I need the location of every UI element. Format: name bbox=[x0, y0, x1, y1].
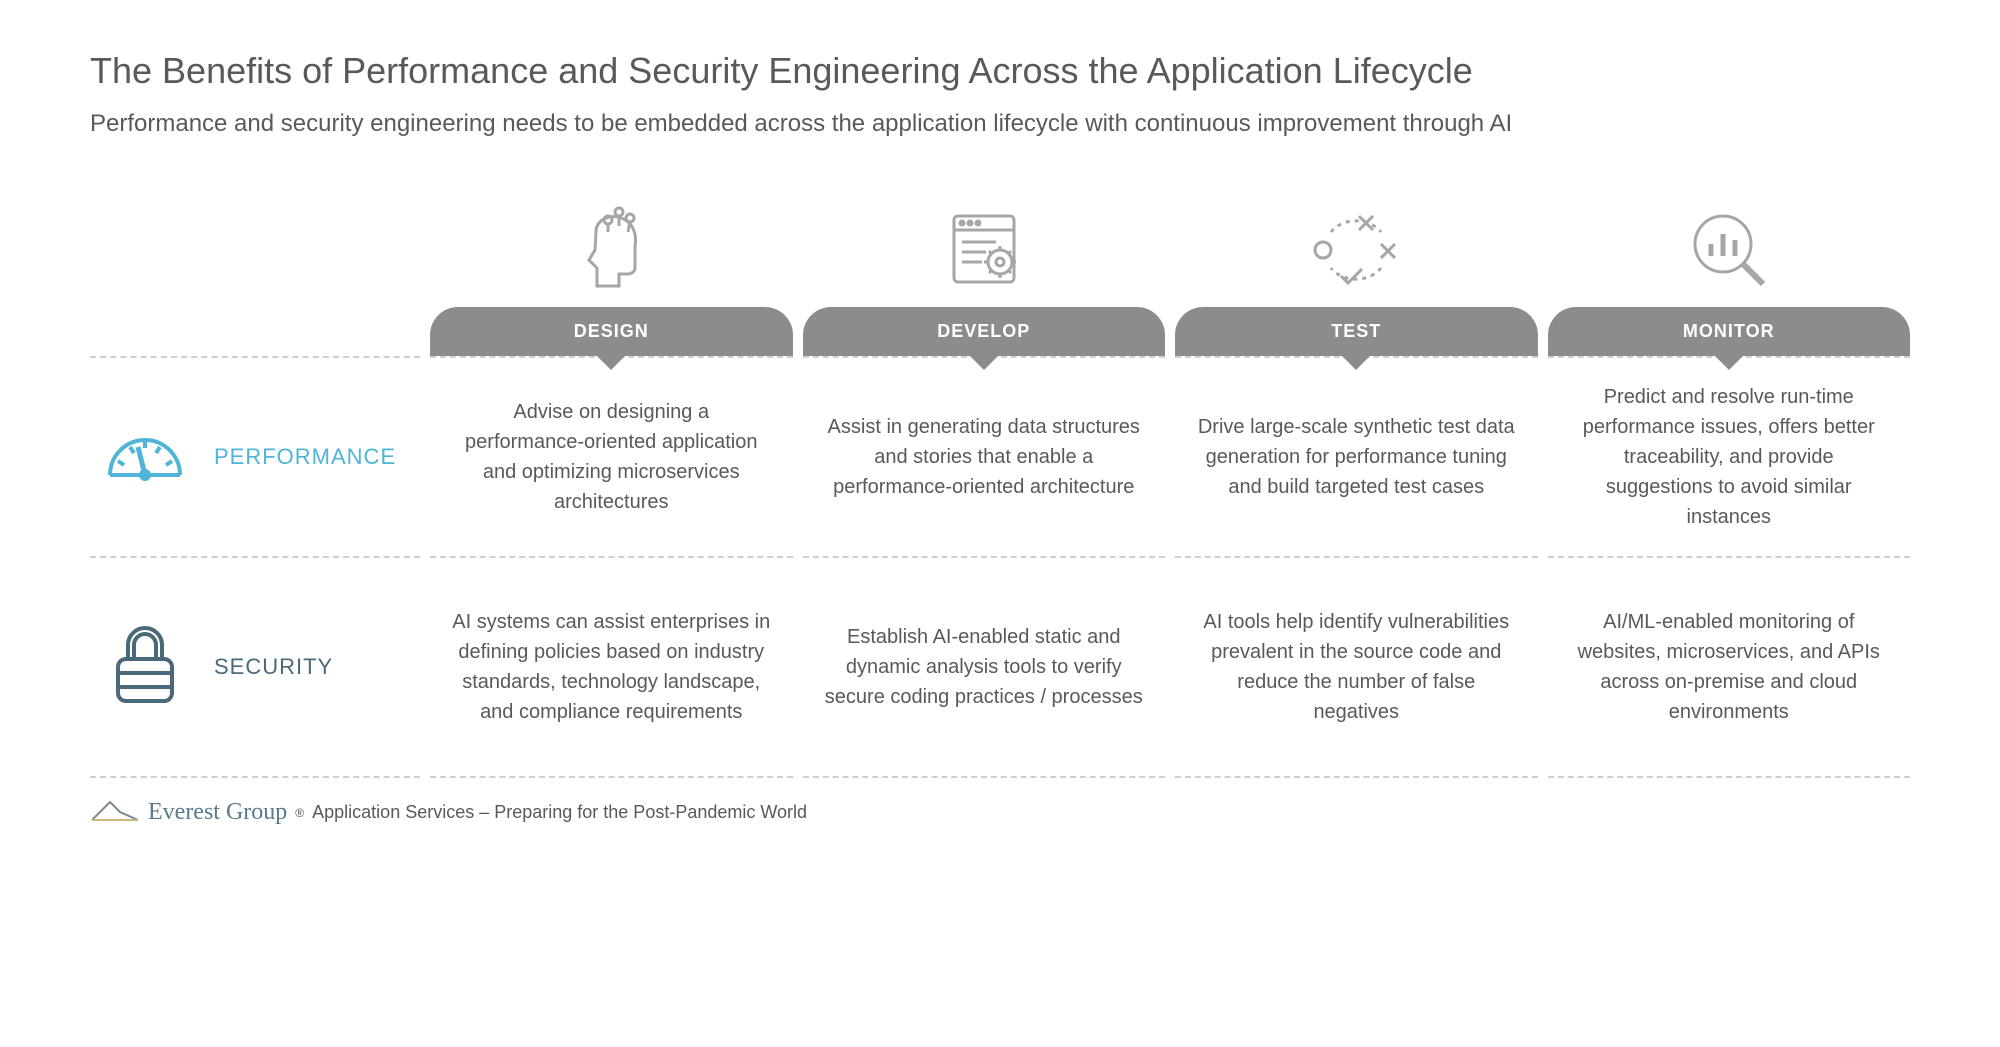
brand-roof-icon bbox=[90, 796, 140, 829]
row-label-performance-text: PERFORMANCE bbox=[214, 444, 396, 470]
page-subtitle: Performance and security engineering nee… bbox=[90, 110, 1910, 138]
cell-security-design: AI systems can assist enterprises in def… bbox=[430, 558, 793, 778]
footer: Everest Group ® Application Services – Pr… bbox=[90, 796, 1910, 829]
test-cycle-icon bbox=[1301, 197, 1411, 307]
cell-performance-test: Drive large-scale synthetic test data ge… bbox=[1175, 358, 1538, 558]
cell-security-test: AI tools help identify vulnerabilities p… bbox=[1175, 558, 1538, 778]
ai-head-icon bbox=[561, 197, 661, 307]
magnify-chart-icon bbox=[1679, 197, 1779, 307]
phase-pill-monitor: MONITOR bbox=[1548, 307, 1911, 356]
phase-header-develop: DEVELOP bbox=[803, 188, 1166, 358]
row-label-performance: PERFORMANCE bbox=[90, 358, 420, 558]
corner-spacer bbox=[90, 188, 420, 358]
phase-pill-develop: DEVELOP bbox=[803, 307, 1166, 356]
gauge-icon bbox=[100, 415, 190, 500]
lock-icon bbox=[100, 615, 190, 720]
cell-performance-monitor: Predict and resolve run-time performance… bbox=[1548, 358, 1911, 558]
phase-header-design: DESIGN bbox=[430, 188, 793, 358]
footer-registered: ® bbox=[295, 806, 304, 820]
cell-security-develop: Establish AI-enabled static and dynamic … bbox=[803, 558, 1166, 778]
row-label-security: SECURITY bbox=[90, 558, 420, 778]
phase-pill-test: TEST bbox=[1175, 307, 1538, 356]
row-label-security-text: SECURITY bbox=[214, 654, 333, 680]
cell-performance-design: Advise on designing a performance-orient… bbox=[430, 358, 793, 558]
cell-security-monitor: AI/ML-enabled monitoring of websites, mi… bbox=[1548, 558, 1911, 778]
page-title: The Benefits of Performance and Security… bbox=[90, 50, 1910, 92]
footer-tagline: Application Services – Preparing for the… bbox=[312, 802, 807, 823]
phase-header-test: TEST bbox=[1175, 188, 1538, 358]
footer-brand: Everest Group bbox=[148, 799, 287, 826]
cell-performance-develop: Assist in generating data structures and… bbox=[803, 358, 1166, 558]
browser-gear-icon bbox=[934, 197, 1034, 307]
lifecycle-grid: DESIGN DEVELOP bbox=[90, 188, 1910, 778]
phase-pill-design: DESIGN bbox=[430, 307, 793, 356]
phase-header-monitor: MONITOR bbox=[1548, 188, 1911, 358]
